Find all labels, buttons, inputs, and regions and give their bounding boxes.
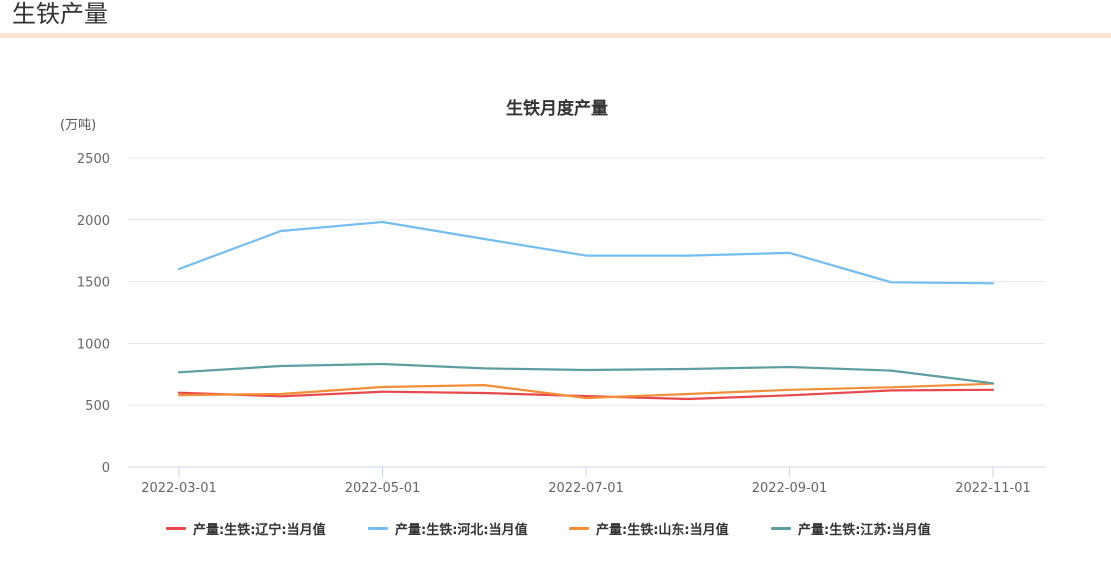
legend-item-1[interactable]: 产量:生铁:河北:当月值: [368, 517, 528, 539]
y-tick-label: 1500: [77, 276, 110, 291]
page-header: 生铁产量: [0, 0, 1111, 33]
y-tick-label: 500: [85, 399, 110, 414]
series-line-2[interactable]: [177, 382, 995, 400]
page-title: 生铁产量: [12, 0, 108, 28]
x-axis: 2022-03-01 2022-05-01 2022-07-01 2022-09-01…: [128, 466, 1045, 496]
legend-label: 产量:生铁:河北:当月值: [395, 522, 528, 538]
legend-label: 产量:生铁:江苏:当月值: [798, 522, 931, 538]
legend-line-swatch-icon: [368, 526, 388, 530]
series-lines: [177, 220, 995, 401]
x-tick-label: 2022-11-01: [955, 481, 1031, 496]
legend-item-3[interactable]: 产量:生铁:江苏:当月值: [771, 517, 931, 539]
y-tick-label: 2000: [77, 214, 110, 229]
legend-label: 产量:生铁:山东:当月值: [596, 522, 729, 538]
legend-item-2[interactable]: 产量:生铁:山东:当月值: [569, 517, 729, 539]
legend-line-swatch-icon: [569, 526, 589, 530]
series-line-3[interactable]: [177, 362, 995, 385]
legend-label: 产量:生铁:辽宁:当月值: [193, 522, 326, 538]
y-tick-label: 2500: [77, 152, 110, 167]
x-tick-label: 2022-07-01: [548, 481, 624, 496]
series-line-1[interactable]: [177, 220, 995, 285]
series-line-0[interactable]: [177, 388, 995, 401]
x-tick-label: 2022-03-01: [141, 481, 217, 496]
y-axis-ticks: 0 500 1000 1500 2000 2500: [77, 152, 110, 476]
x-tick-label: 2022-09-01: [752, 481, 828, 496]
x-tick-label: 2022-05-01: [345, 481, 421, 496]
chart-legend: 产量:生铁:辽宁:当月值 产量:生铁:河北:当月值 产量:生铁:山东:当月值 产量:生…: [0, 517, 1111, 539]
legend-item-0[interactable]: 产量:生铁:辽宁:当月值: [166, 517, 326, 539]
y-tick-label: 1000: [77, 337, 110, 352]
header-accent-bar: [0, 33, 1111, 38]
legend-line-swatch-icon: [771, 526, 791, 530]
y-axis-unit-label: (万吨): [60, 118, 96, 133]
legend-line-swatch-icon: [166, 526, 186, 530]
y-tick-label: 0: [102, 461, 110, 476]
chart-title: 生铁月度产量: [506, 98, 608, 119]
